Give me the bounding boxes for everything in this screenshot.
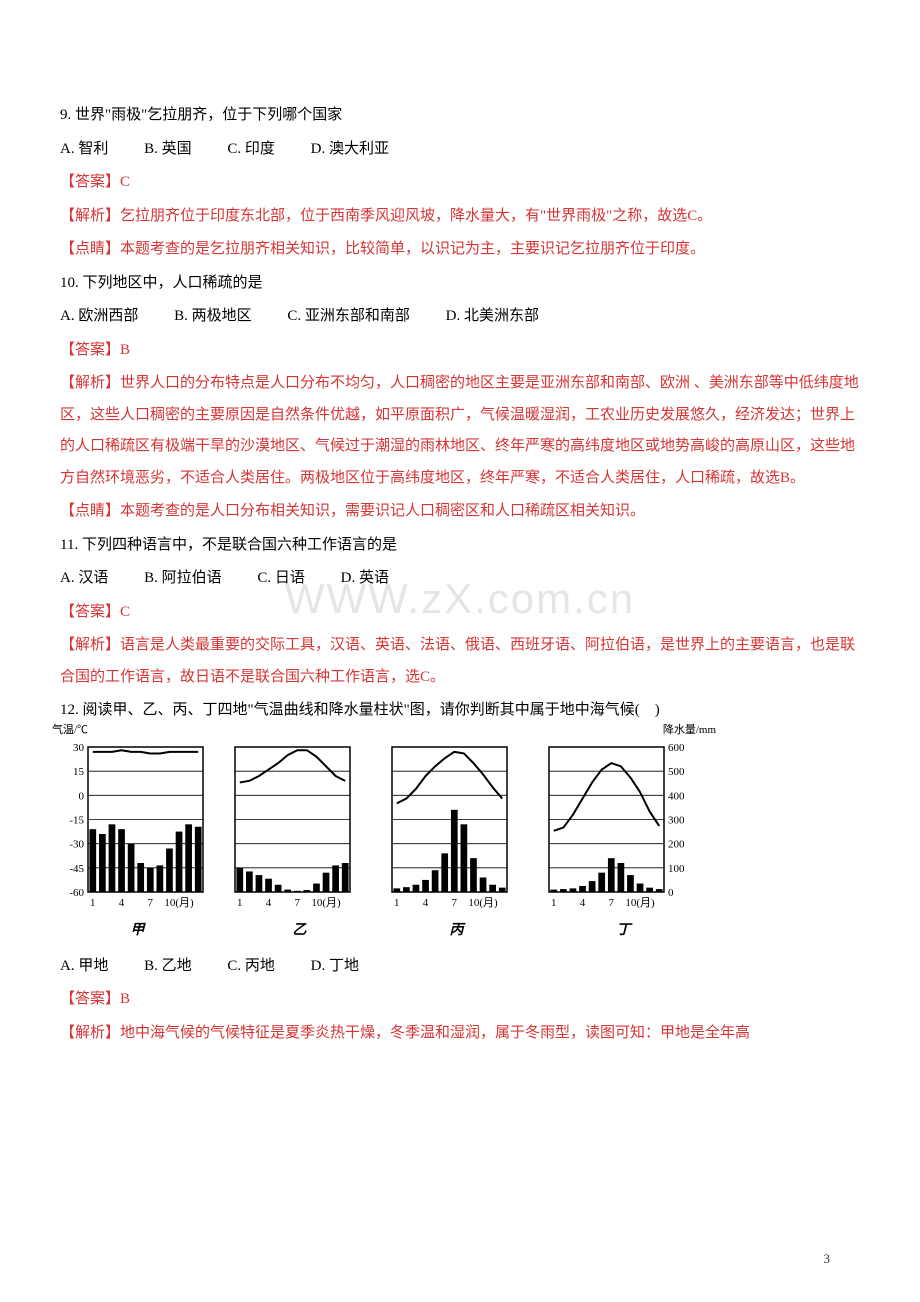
q9-stem: 9. 世界"雨极"乞拉朋齐，位于下列哪个国家 bbox=[60, 100, 860, 132]
q10-option-d: D. 北美洲东部 bbox=[446, 301, 539, 333]
q9-explanation: 【解析】乞拉朋齐位于印度东北部，位于西南季风迎风坡，降水量大，有"世界雨极"之称… bbox=[60, 201, 860, 233]
q11-stem: 11. 下列四种语言中，不是联合国六种工作语言的是 bbox=[60, 530, 860, 562]
svg-text:10(月): 10(月) bbox=[625, 897, 655, 909]
q9-option-d: D. 澳大利亚 bbox=[311, 134, 389, 166]
q11-options: A. 汉语 B. 阿拉伯语 C. 日语 D. 英语 bbox=[60, 563, 860, 595]
svg-text:1: 1 bbox=[551, 897, 557, 909]
svg-text:1: 1 bbox=[394, 897, 400, 909]
svg-text:10(月): 10(月) bbox=[311, 897, 341, 909]
q9-answer: 【答案】C bbox=[60, 167, 860, 199]
chart-panel-bing: 1 4 7 10(月) 丙 bbox=[384, 737, 529, 945]
q11-text: 下列四种语言中，不是联合国六种工作语言的是 bbox=[82, 537, 397, 553]
svg-text:1: 1 bbox=[237, 897, 243, 909]
chart-panel-jia: 气温/℃ 30150-15-30-45-6014710(月) 甲 bbox=[60, 737, 215, 945]
q9-options: A. 智利 B. 英国 C. 印度 D. 澳大利亚 bbox=[60, 134, 860, 166]
q11-option-c: C. 日语 bbox=[257, 563, 305, 595]
chart-ding: 600 500 400 300 200 100 0 1 4 7 10(月) bbox=[541, 737, 706, 912]
svg-text:100: 100 bbox=[668, 862, 685, 874]
q9-option-b: B. 英国 bbox=[144, 134, 192, 166]
document-content: 9. 世界"雨极"乞拉朋齐，位于下列哪个国家 A. 智利 B. 英国 C. 印度… bbox=[60, 100, 860, 1049]
climate-charts: 气温/℃ 30150-15-30-45-6014710(月) 甲 14710(月… bbox=[60, 737, 860, 945]
svg-text:30: 30 bbox=[73, 742, 85, 754]
chart-label-ding: 丁 bbox=[541, 916, 706, 945]
svg-text:600: 600 bbox=[668, 742, 685, 754]
q10-answer: 【答案】B bbox=[60, 335, 860, 367]
svg-text:400: 400 bbox=[668, 790, 685, 802]
svg-text:7: 7 bbox=[609, 897, 615, 909]
svg-text:-15: -15 bbox=[69, 814, 84, 826]
q10-explanation: 【解析】世界人口的分布特点是人口分布不均匀，人口稠密的地区主要是亚洲东部和南部、… bbox=[60, 368, 860, 494]
chart-jia: 30 15 0 -15 -30 -45 -60 1 4 7 10(月) bbox=[60, 737, 215, 912]
svg-text:4: 4 bbox=[119, 897, 125, 909]
svg-text:4: 4 bbox=[423, 897, 429, 909]
svg-text:300: 300 bbox=[668, 814, 685, 826]
q10-tip: 【点睛】本题考查的是人口分布相关知识，需要识记人口稠密区和人口稀疏区相关知识。 bbox=[60, 496, 860, 528]
q10-text: 下列地区中，人口稀疏的是 bbox=[83, 275, 263, 291]
svg-text:10(月): 10(月) bbox=[468, 897, 498, 909]
q11-explanation: 【解析】语言是人类最重要的交际工具，汉语、英语、法语、俄语、西班牙语、阿拉伯语，… bbox=[60, 630, 860, 693]
svg-text:15: 15 bbox=[73, 766, 85, 778]
svg-text:0: 0 bbox=[668, 887, 674, 899]
q12-option-d: D. 丁地 bbox=[311, 951, 359, 983]
chart-yi: 1 4 7 10(月) bbox=[227, 737, 372, 912]
chart-panel-yi: 1 4 7 10(月) 乙 bbox=[227, 737, 372, 945]
svg-text:10(月): 10(月) bbox=[164, 897, 194, 909]
chart-panel-ding: 降水量/mm 600500400300200100014710(月) 丁 bbox=[541, 737, 706, 945]
q11-option-d: D. 英语 bbox=[341, 563, 389, 595]
axis-label-temp: 气温/℃ bbox=[52, 719, 88, 742]
svg-text:-45: -45 bbox=[69, 862, 84, 874]
q10-options: A. 欧洲西部 B. 两极地区 C. 亚洲东部和南部 D. 北美洲东部 bbox=[60, 301, 860, 333]
q10-option-c: C. 亚洲东部和南部 bbox=[287, 301, 410, 333]
chart-label-bing: 丙 bbox=[384, 916, 529, 945]
q12-stem: 12. 阅读甲、乙、丙、丁四地"气温曲线和降水量柱状"图，请你判断其中属于地中海… bbox=[60, 695, 860, 727]
q10-option-b: B. 两极地区 bbox=[174, 301, 252, 333]
chart-bing: 1 4 7 10(月) bbox=[384, 737, 529, 912]
svg-text:0: 0 bbox=[79, 790, 85, 802]
q9-num: 9. bbox=[60, 107, 71, 123]
svg-text:200: 200 bbox=[668, 838, 685, 850]
q12-option-b: B. 乙地 bbox=[144, 951, 192, 983]
svg-text:1: 1 bbox=[90, 897, 96, 909]
axis-label-precip: 降水量/mm bbox=[663, 719, 716, 742]
q10-num: 10. bbox=[60, 275, 79, 291]
svg-text:-30: -30 bbox=[69, 838, 84, 850]
chart-label-jia: 甲 bbox=[60, 916, 215, 945]
q11-option-a: A. 汉语 bbox=[60, 563, 108, 595]
svg-text:4: 4 bbox=[580, 897, 586, 909]
svg-text:7: 7 bbox=[452, 897, 458, 909]
chart-label-yi: 乙 bbox=[227, 916, 372, 945]
svg-text:7: 7 bbox=[148, 897, 154, 909]
q10-option-a: A. 欧洲西部 bbox=[60, 301, 138, 333]
svg-text:4: 4 bbox=[266, 897, 272, 909]
q12-options: A. 甲地 B. 乙地 C. 丙地 D. 丁地 bbox=[60, 951, 860, 983]
q12-option-a: A. 甲地 bbox=[60, 951, 108, 983]
q9-option-c: C. 印度 bbox=[227, 134, 275, 166]
q11-option-b: B. 阿拉伯语 bbox=[144, 563, 222, 595]
q11-num: 11. bbox=[60, 537, 78, 553]
q12-num: 12. bbox=[60, 702, 79, 718]
svg-text:500: 500 bbox=[668, 766, 685, 778]
svg-text:-60: -60 bbox=[69, 887, 84, 899]
q10-stem: 10. 下列地区中，人口稀疏的是 bbox=[60, 268, 860, 300]
q9-tip: 【点睛】本题考查的是乞拉朋齐相关知识，比较简单，以识记为主，主要识记乞拉朋齐位于… bbox=[60, 234, 860, 266]
q12-option-c: C. 丙地 bbox=[227, 951, 275, 983]
q12-answer: 【答案】B bbox=[60, 984, 860, 1016]
page-number: 3 bbox=[824, 1245, 831, 1272]
q12-text: 阅读甲、乙、丙、丁四地"气温曲线和降水量柱状"图，请你判断其中属于地中海气候( … bbox=[83, 702, 660, 718]
svg-text:7: 7 bbox=[295, 897, 301, 909]
q11-answer: 【答案】C bbox=[60, 597, 860, 629]
q9-text: 世界"雨极"乞拉朋齐，位于下列哪个国家 bbox=[75, 107, 342, 123]
q12-explanation: 【解析】地中海气候的气候特征是夏季炎热干燥，冬季温和湿润，属于冬雨型，读图可知：… bbox=[60, 1018, 860, 1050]
q9-option-a: A. 智利 bbox=[60, 134, 108, 166]
